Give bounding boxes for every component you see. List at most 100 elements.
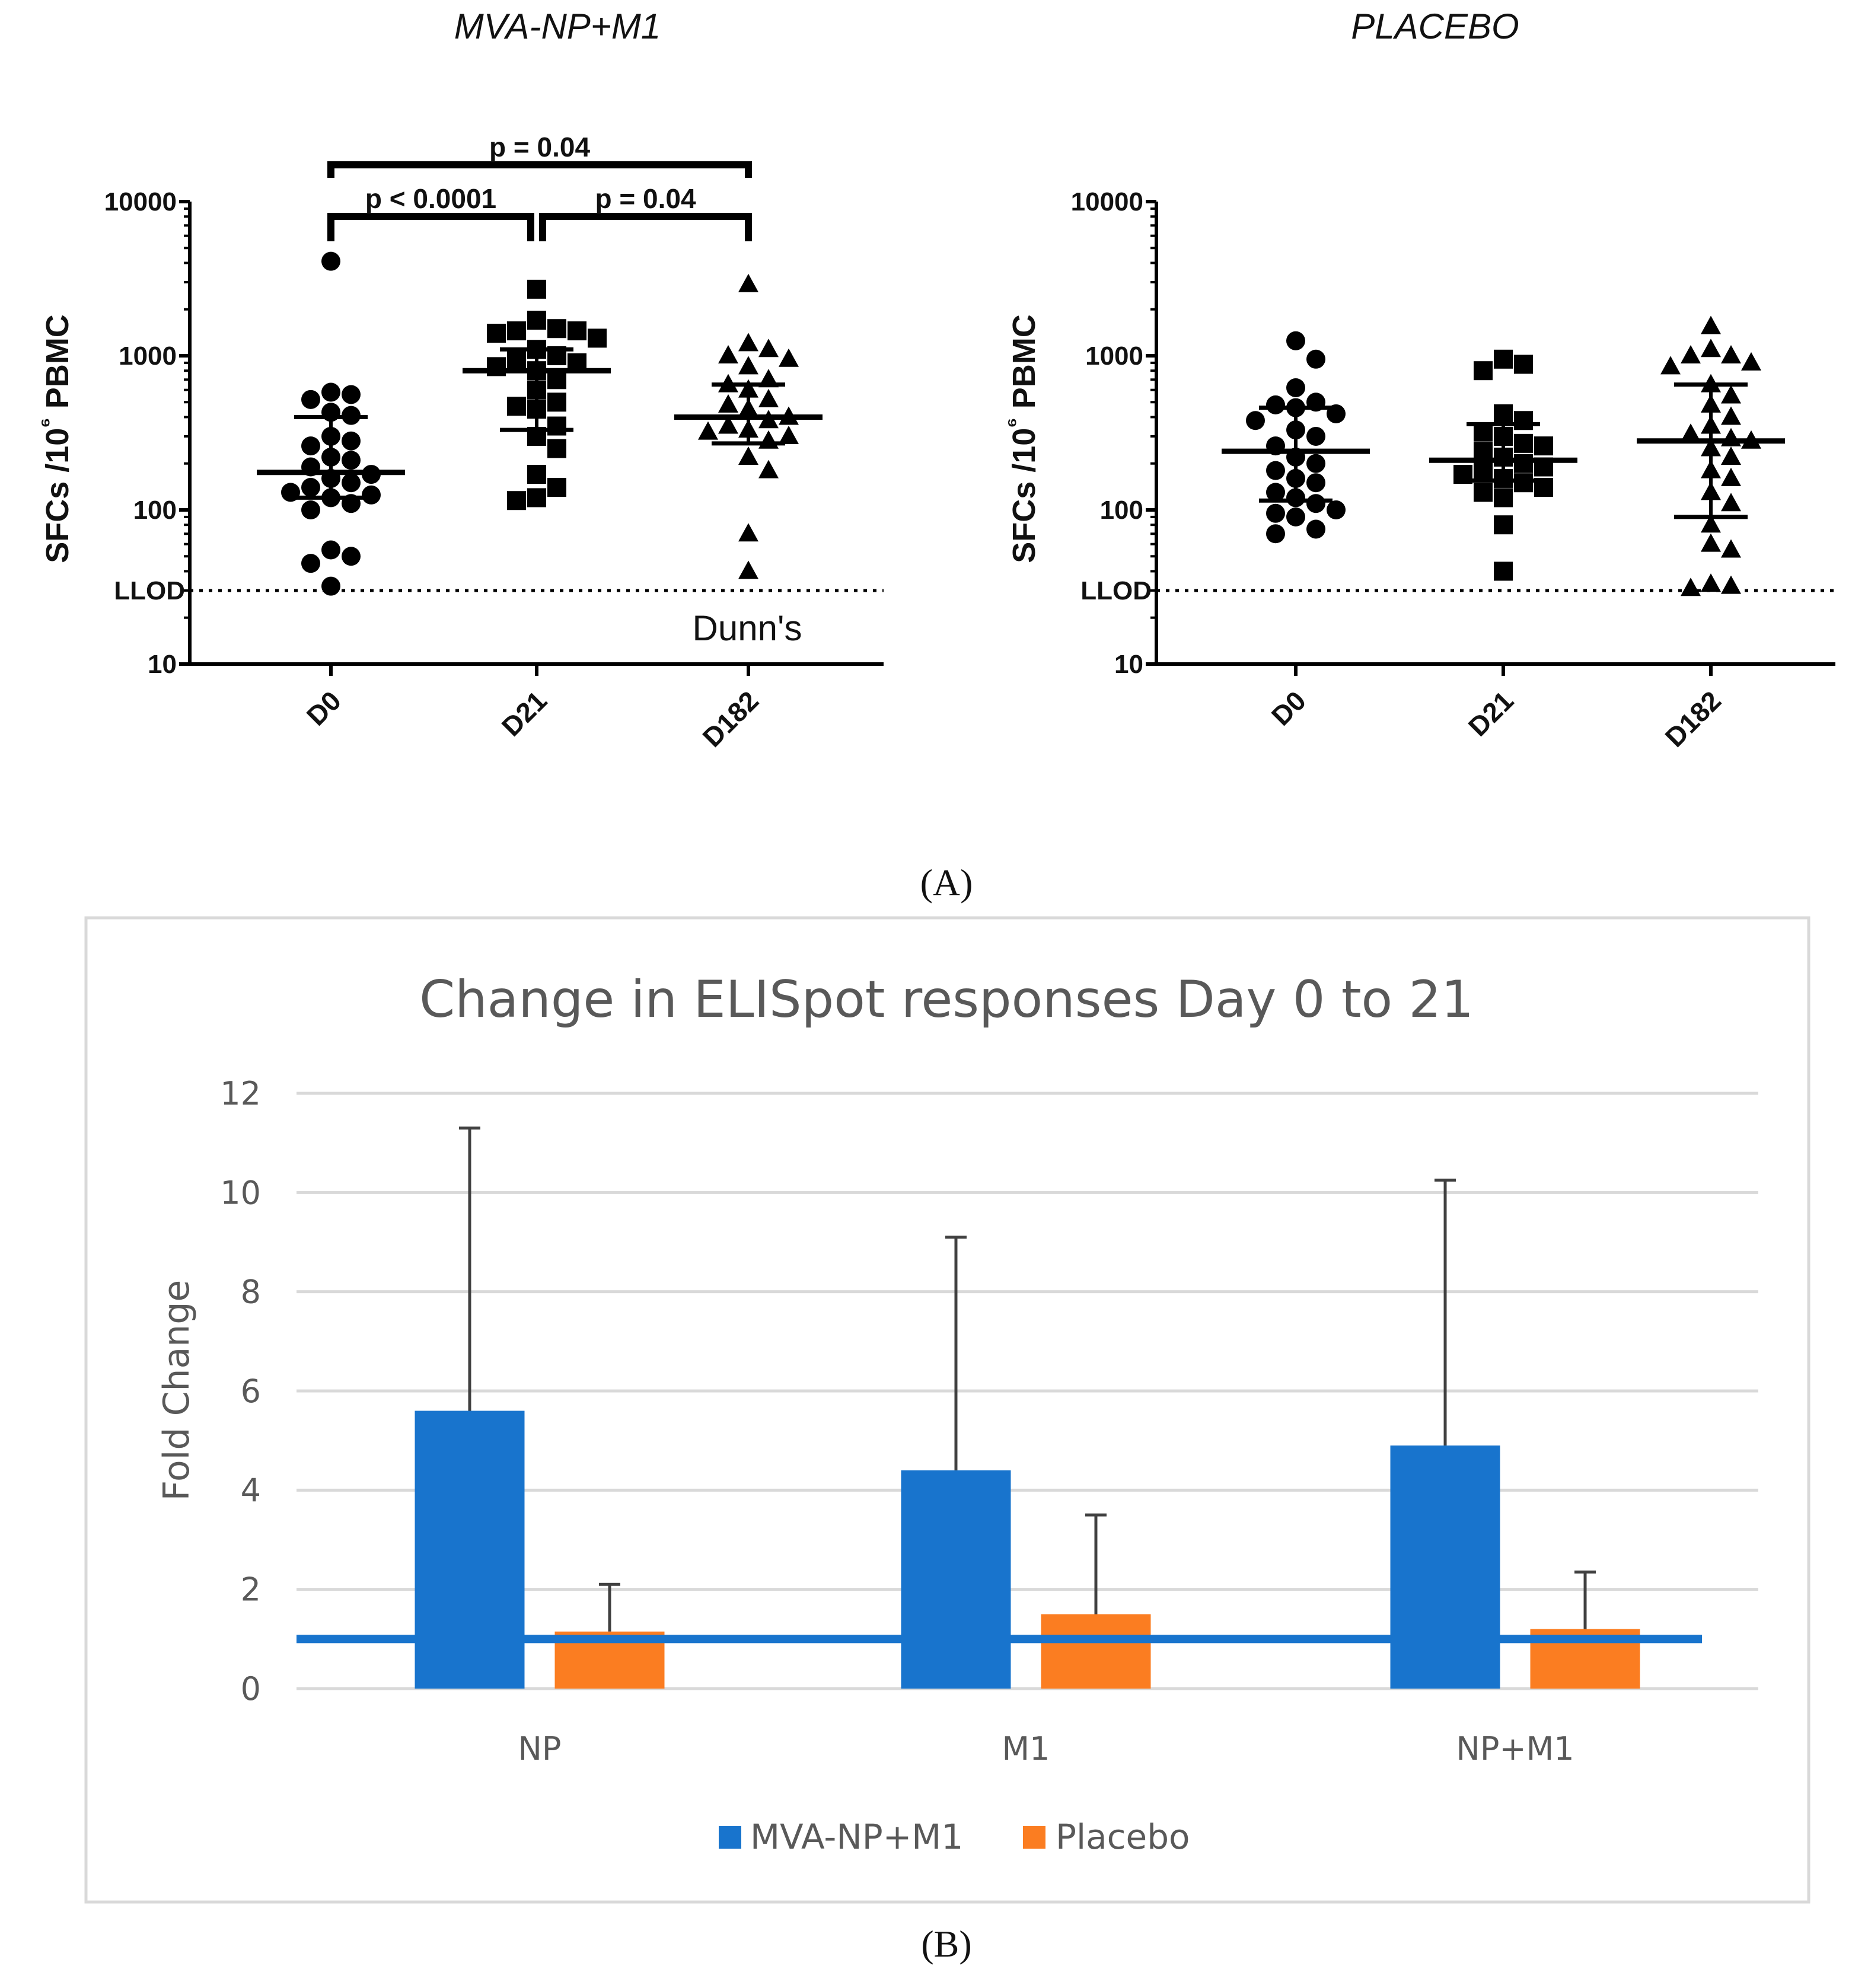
data-point-circle — [1286, 331, 1305, 350]
data-point-square — [527, 311, 546, 330]
data-point-triangle — [758, 388, 779, 407]
data-point-square — [527, 488, 546, 508]
legend-label-placebo: Placebo — [1056, 1817, 1190, 1857]
data-point-triangle — [1721, 539, 1741, 558]
data-point-circle — [301, 478, 320, 497]
data-point-triangle — [738, 356, 758, 375]
data-point-circle — [342, 473, 361, 493]
data-point-circle — [1246, 411, 1265, 430]
data-point-square — [568, 321, 586, 341]
scatter-plot-vaccine: MVA-NP+M1 SFCs /10⁶ PBMC 10 100 1000 10000 L… — [36, 7, 884, 753]
y-axis-label: SFCs /10⁶ PBMC — [36, 314, 75, 563]
data-point-circle — [362, 485, 381, 505]
data-point-triangle — [1721, 406, 1741, 425]
y-tick-label: 8 — [241, 1274, 261, 1311]
data-point-square — [1514, 433, 1533, 453]
y-tick-label: 12 — [220, 1075, 261, 1112]
data-point-triangle — [779, 425, 799, 444]
x-tick-label: D0 — [1265, 685, 1312, 731]
data-point-circle — [301, 436, 320, 456]
y-tick-label: 10 — [148, 650, 177, 679]
data-point-circle — [321, 576, 340, 596]
data-point-circle — [1266, 483, 1285, 502]
bar-vaccine — [901, 1470, 1011, 1689]
data-point-square — [507, 397, 526, 416]
data-point-triangle — [1721, 493, 1741, 512]
p-value-label: p = 0.04 — [595, 183, 696, 214]
data-point-square — [547, 393, 566, 412]
y-axis-label: Fold Change — [156, 1280, 197, 1501]
data-point-circle — [1327, 500, 1346, 519]
y-tick-label: 100 — [133, 496, 177, 525]
data-point-square — [1494, 404, 1513, 423]
data-point-triangle — [1660, 356, 1681, 375]
y-tick-label: 0 — [241, 1670, 261, 1708]
data-point-circle — [1306, 494, 1325, 513]
x-tick-label: NP — [518, 1730, 562, 1767]
data-point-triangle — [758, 430, 779, 449]
x-tick-label: NP+M1 — [1456, 1730, 1574, 1767]
data-point-circle — [321, 251, 340, 271]
data-point-square — [1494, 349, 1513, 369]
data-point-triangle — [1741, 352, 1761, 371]
data-point-square — [1514, 454, 1533, 473]
data-point-square — [547, 478, 566, 497]
data-point-circle — [1306, 519, 1325, 539]
data-point-square — [507, 491, 526, 510]
bar-placebo — [1041, 1614, 1151, 1689]
data-point-triangle — [1681, 423, 1701, 442]
data-point-triangle — [758, 339, 779, 358]
data-point-triangle — [779, 348, 799, 367]
data-point-triangle — [1701, 533, 1721, 552]
y-tick-label: 10000 — [1071, 187, 1143, 216]
x-tick-label: D182 — [1659, 685, 1727, 753]
data-point-circle — [1266, 524, 1285, 544]
data-point-circle — [1266, 461, 1285, 480]
dunns-annotation: Dunn's — [693, 608, 802, 648]
data-point-square — [1474, 361, 1493, 381]
data-point-square — [1494, 515, 1513, 535]
x-tick-label: D182 — [697, 685, 765, 753]
data-point-triangle — [1721, 345, 1741, 363]
y-tick-label: 6 — [241, 1373, 261, 1410]
x-tick-label: D0 — [301, 685, 347, 731]
llod-label: LLOD — [1080, 576, 1152, 605]
data-point-square — [507, 321, 526, 341]
data-point-square — [547, 319, 566, 339]
bar-chart-fold-change: Change in ELISpot responses Day 0 to 21 … — [84, 916, 1810, 1904]
data-point-circle — [342, 385, 361, 404]
data-point-triangle — [738, 273, 758, 292]
legend-label-vaccine: MVA-NP+M1 — [750, 1817, 963, 1857]
y-tick-label: 1000 — [1085, 342, 1143, 371]
data-point-square — [547, 416, 566, 436]
data-point-circle — [1306, 454, 1325, 473]
y-axis-label: SFCs /10⁶ PBMC — [1002, 314, 1042, 563]
plot-title: MVA-NP+M1 — [454, 7, 661, 46]
data-point-square — [1494, 561, 1513, 581]
data-point-triangle — [1721, 467, 1741, 486]
data-point-circle — [342, 431, 361, 451]
data-point-square — [1514, 411, 1533, 430]
x-tick-label: D21 — [496, 685, 553, 742]
data-point-circle — [321, 540, 340, 560]
y-tick-label: 10000 — [104, 187, 177, 216]
data-point-triangle — [738, 333, 758, 352]
data-point-circle — [301, 554, 320, 573]
data-point-triangle — [1721, 575, 1741, 594]
data-point-square — [487, 324, 506, 343]
p-value-label: p < 0.0001 — [365, 183, 496, 214]
plot-title: PLACEBO — [1351, 7, 1519, 46]
data-point-triangle — [1681, 577, 1701, 596]
data-point-circle — [1286, 378, 1305, 397]
data-point-triangle — [718, 345, 738, 363]
data-point-triangle — [1721, 446, 1741, 465]
data-point-square — [1494, 488, 1513, 508]
data-point-triangle — [1701, 339, 1721, 358]
data-point-circle — [321, 382, 340, 402]
significance-bracket — [327, 161, 752, 178]
data-point-square — [1514, 355, 1533, 374]
bar-vaccine — [415, 1411, 525, 1689]
y-tick-label: 2 — [241, 1571, 261, 1609]
y-tick-label: 4 — [241, 1472, 261, 1509]
significance-bracket — [327, 213, 534, 241]
